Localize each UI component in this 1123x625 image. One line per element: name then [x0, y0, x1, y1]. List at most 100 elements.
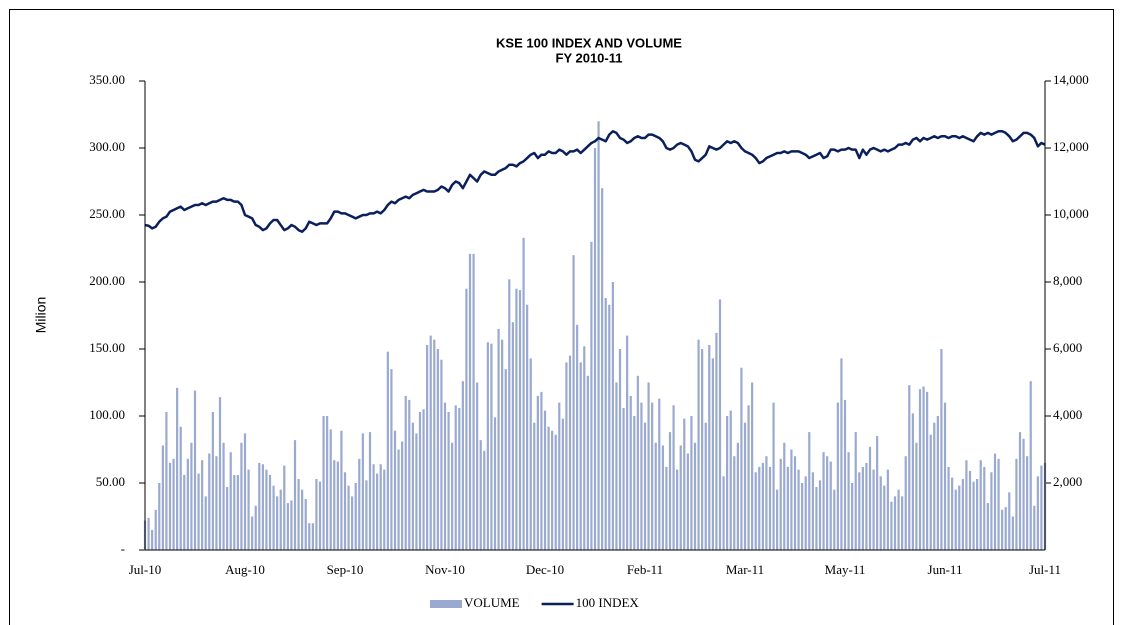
y-tick-label: 50.00 [96, 474, 125, 489]
bar [204, 496, 207, 550]
bar [354, 483, 357, 550]
bar [926, 391, 929, 550]
bar [661, 445, 664, 550]
bar [961, 478, 964, 550]
bar [418, 411, 422, 550]
bar [608, 304, 611, 550]
chart-subtitle: FY 2010-11 [556, 50, 623, 65]
bar [358, 458, 361, 550]
x-tick-label: Jul-11 [1029, 562, 1061, 577]
bar [447, 411, 450, 550]
y-tick-label: 100.00 [89, 407, 125, 422]
bar [183, 474, 186, 550]
bar [768, 466, 772, 550]
bar [393, 430, 397, 550]
bar [833, 489, 836, 550]
bar [529, 358, 532, 550]
bar [997, 458, 1000, 550]
bar [861, 466, 864, 550]
bar [218, 397, 222, 550]
bar [940, 349, 943, 550]
bar [929, 434, 932, 550]
bar [915, 442, 918, 550]
bar [1026, 456, 1029, 550]
bar [672, 405, 675, 550]
bar [904, 456, 907, 550]
bar [886, 469, 889, 550]
bar [383, 469, 386, 550]
bar [472, 253, 475, 551]
bar [297, 478, 300, 550]
bar [572, 255, 575, 550]
bar [311, 523, 314, 550]
bar [293, 440, 297, 550]
bar [361, 433, 364, 550]
bar [436, 349, 439, 550]
bar [211, 411, 214, 550]
bar [536, 395, 539, 550]
bar [690, 416, 693, 550]
bar [408, 399, 411, 550]
y-tick-label: 350.00 [89, 72, 125, 87]
y-tick-label: 250.00 [89, 206, 125, 221]
bar [179, 426, 182, 550]
bar [497, 328, 500, 550]
bar [554, 434, 557, 550]
bar [718, 299, 722, 550]
bar [479, 440, 482, 550]
bar [351, 496, 354, 550]
bar [468, 253, 472, 551]
bar [261, 464, 264, 550]
y2-tick-label: 12,000 [1053, 139, 1089, 154]
bar [1015, 458, 1018, 550]
bar [576, 324, 579, 550]
bar [426, 344, 429, 550]
bar [808, 432, 811, 550]
bar [568, 355, 572, 550]
bar [693, 442, 697, 550]
bar [826, 456, 829, 550]
bar [872, 469, 875, 550]
bar [222, 442, 225, 550]
bar [629, 395, 632, 550]
bar [722, 476, 725, 550]
x-tick-label: Sep-10 [327, 562, 364, 577]
y-tick-label: 300.00 [89, 139, 125, 154]
bar [558, 402, 561, 550]
bar [376, 473, 379, 550]
bar [968, 470, 972, 550]
bar [622, 407, 625, 550]
bar [483, 450, 486, 550]
bar [465, 288, 468, 550]
bar [343, 472, 347, 550]
bar [779, 458, 782, 550]
bar [404, 395, 407, 550]
bar [801, 483, 804, 550]
bar [836, 402, 839, 550]
bar [201, 460, 204, 550]
bar [597, 121, 600, 550]
bar [165, 411, 168, 550]
bar [951, 477, 954, 550]
bar [701, 349, 704, 550]
bar [347, 485, 350, 550]
bar [743, 422, 747, 550]
bar [443, 402, 447, 550]
bar [604, 298, 607, 550]
bar [658, 398, 661, 550]
bar [493, 417, 497, 550]
bar [679, 445, 682, 550]
bar [772, 402, 775, 550]
bar [486, 342, 489, 550]
bar [851, 483, 854, 550]
bar [326, 416, 329, 550]
bar [986, 503, 989, 550]
bar [547, 426, 550, 550]
bar [643, 422, 647, 550]
bar [936, 416, 939, 550]
bar [1033, 505, 1036, 550]
bar [511, 322, 514, 550]
bar [451, 442, 454, 550]
bar [740, 367, 743, 550]
bar [411, 422, 414, 550]
